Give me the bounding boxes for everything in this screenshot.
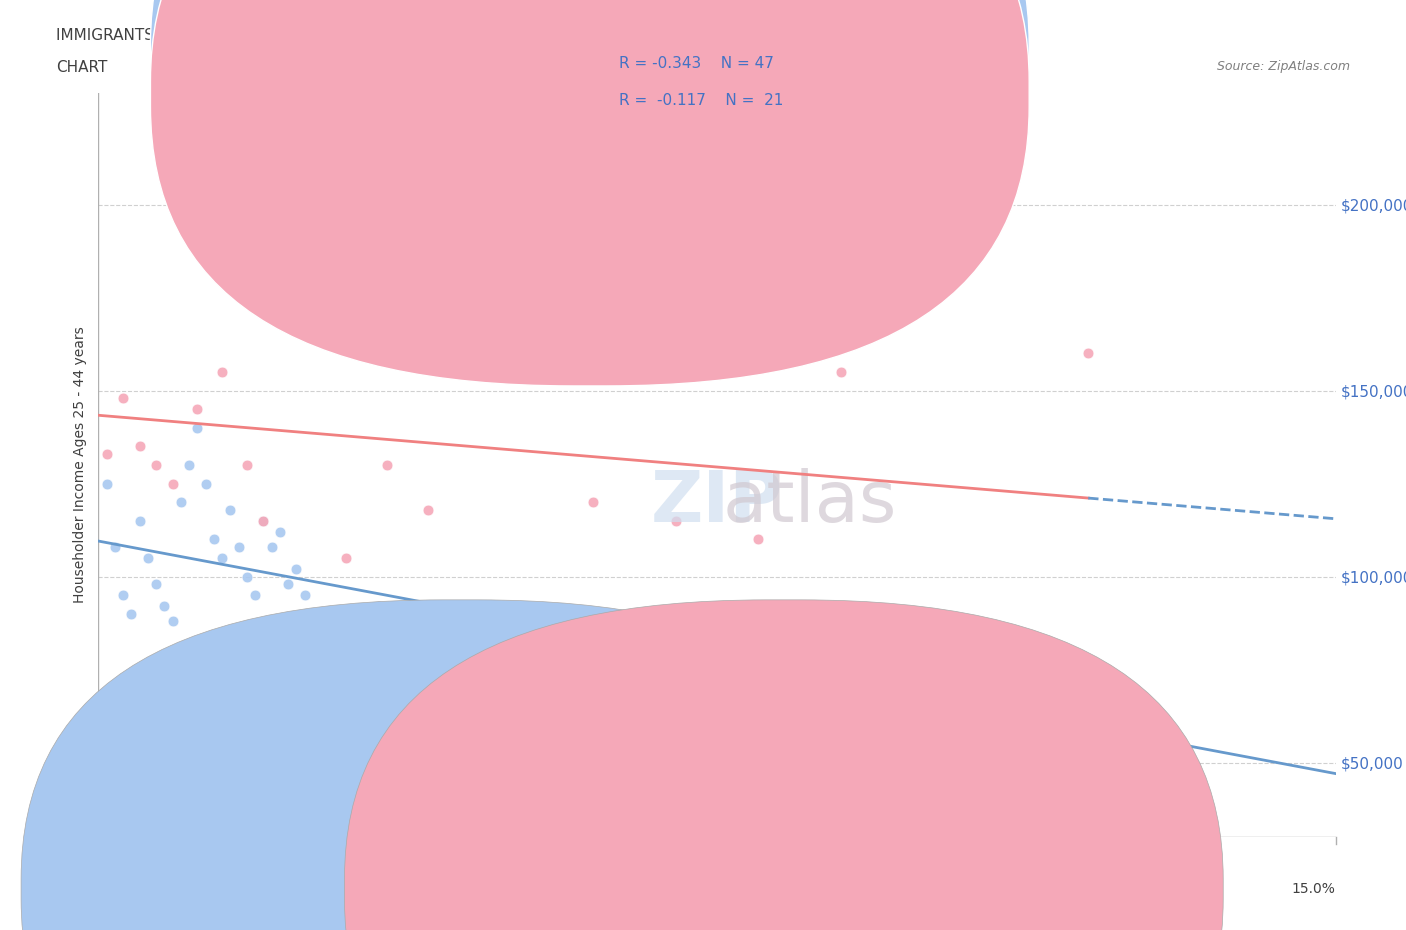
Point (541, 673, 564, 688)
Point (541, 327, 564, 342)
Point (458, 197, 481, 212)
Point (285, 562, 308, 577)
Point (277, 577, 299, 591)
Point (162, 614, 184, 629)
Point (994, 644, 1017, 658)
Point (252, 513, 274, 528)
Point (153, 599, 176, 614)
Point (335, 625, 357, 640)
Point (136, 551, 159, 565)
Text: R =  -0.117    N =  21: R = -0.117 N = 21 (619, 93, 783, 108)
Point (211, 551, 233, 565)
Point (294, 160, 316, 175)
Point (747, 532, 769, 547)
Point (202, 532, 225, 547)
Point (582, 495, 605, 510)
Point (1077, 346, 1099, 361)
Text: CHART: CHART (56, 60, 108, 75)
Point (384, 614, 406, 629)
Point (145, 577, 167, 591)
Text: Source: ZipAtlas.com: Source: ZipAtlas.com (1216, 60, 1350, 73)
Point (170, 495, 193, 510)
Text: atlas: atlas (723, 468, 897, 537)
Point (269, 525, 291, 539)
Point (1077, 699, 1099, 714)
Point (870, 662, 893, 677)
Point (194, 476, 217, 491)
Point (665, 662, 688, 677)
Point (294, 588, 316, 603)
Point (96, 476, 118, 491)
Text: Immigrants from the Azores: Immigrants from the Azores (492, 881, 686, 896)
Point (302, 614, 325, 629)
Point (747, 644, 769, 658)
Point (830, 688, 852, 703)
Text: Immigrants from France: Immigrants from France (815, 881, 983, 896)
Point (953, 755, 976, 770)
Point (236, 569, 259, 584)
Point (352, 651, 374, 666)
Point (104, 539, 127, 554)
Point (418, 644, 440, 658)
Point (186, 402, 208, 417)
Text: R = -0.343    N = 47: R = -0.343 N = 47 (619, 56, 773, 71)
Point (179, 458, 201, 472)
Text: 15.0%: 15.0% (1292, 882, 1336, 896)
Point (236, 458, 259, 472)
Point (128, 513, 150, 528)
Point (789, 673, 811, 688)
Point (243, 588, 266, 603)
Text: 0.0%: 0.0% (98, 882, 134, 896)
Point (112, 588, 135, 603)
Point (706, 651, 728, 666)
Point (375, 458, 398, 472)
Y-axis label: Householder Income Ages 25 - 44 years: Householder Income Ages 25 - 44 years (73, 326, 87, 604)
Point (211, 365, 233, 379)
Point (418, 502, 440, 517)
Point (162, 476, 184, 491)
Point (145, 458, 167, 472)
Point (96, 446, 118, 461)
Point (1160, 737, 1182, 751)
Point (228, 539, 250, 554)
Point (623, 625, 645, 640)
Point (186, 420, 208, 435)
Point (260, 539, 283, 554)
Point (912, 662, 935, 677)
Text: IMMIGRANTS FROM THE AZORES VS IMMIGRANTS FROM FRANCE HOUSEHOLDER INCOME AGES 25 : IMMIGRANTS FROM THE AZORES VS IMMIGRANTS… (56, 28, 1012, 43)
Point (128, 439, 150, 454)
Point (450, 625, 472, 640)
Point (335, 551, 357, 565)
Point (120, 606, 142, 621)
Point (367, 599, 389, 614)
Point (252, 513, 274, 528)
Point (665, 513, 688, 528)
Point (830, 365, 852, 379)
Text: ZIP: ZIP (651, 468, 783, 537)
Point (112, 391, 135, 405)
Point (219, 502, 242, 517)
Point (484, 662, 506, 677)
Point (318, 636, 340, 651)
Point (582, 651, 605, 666)
